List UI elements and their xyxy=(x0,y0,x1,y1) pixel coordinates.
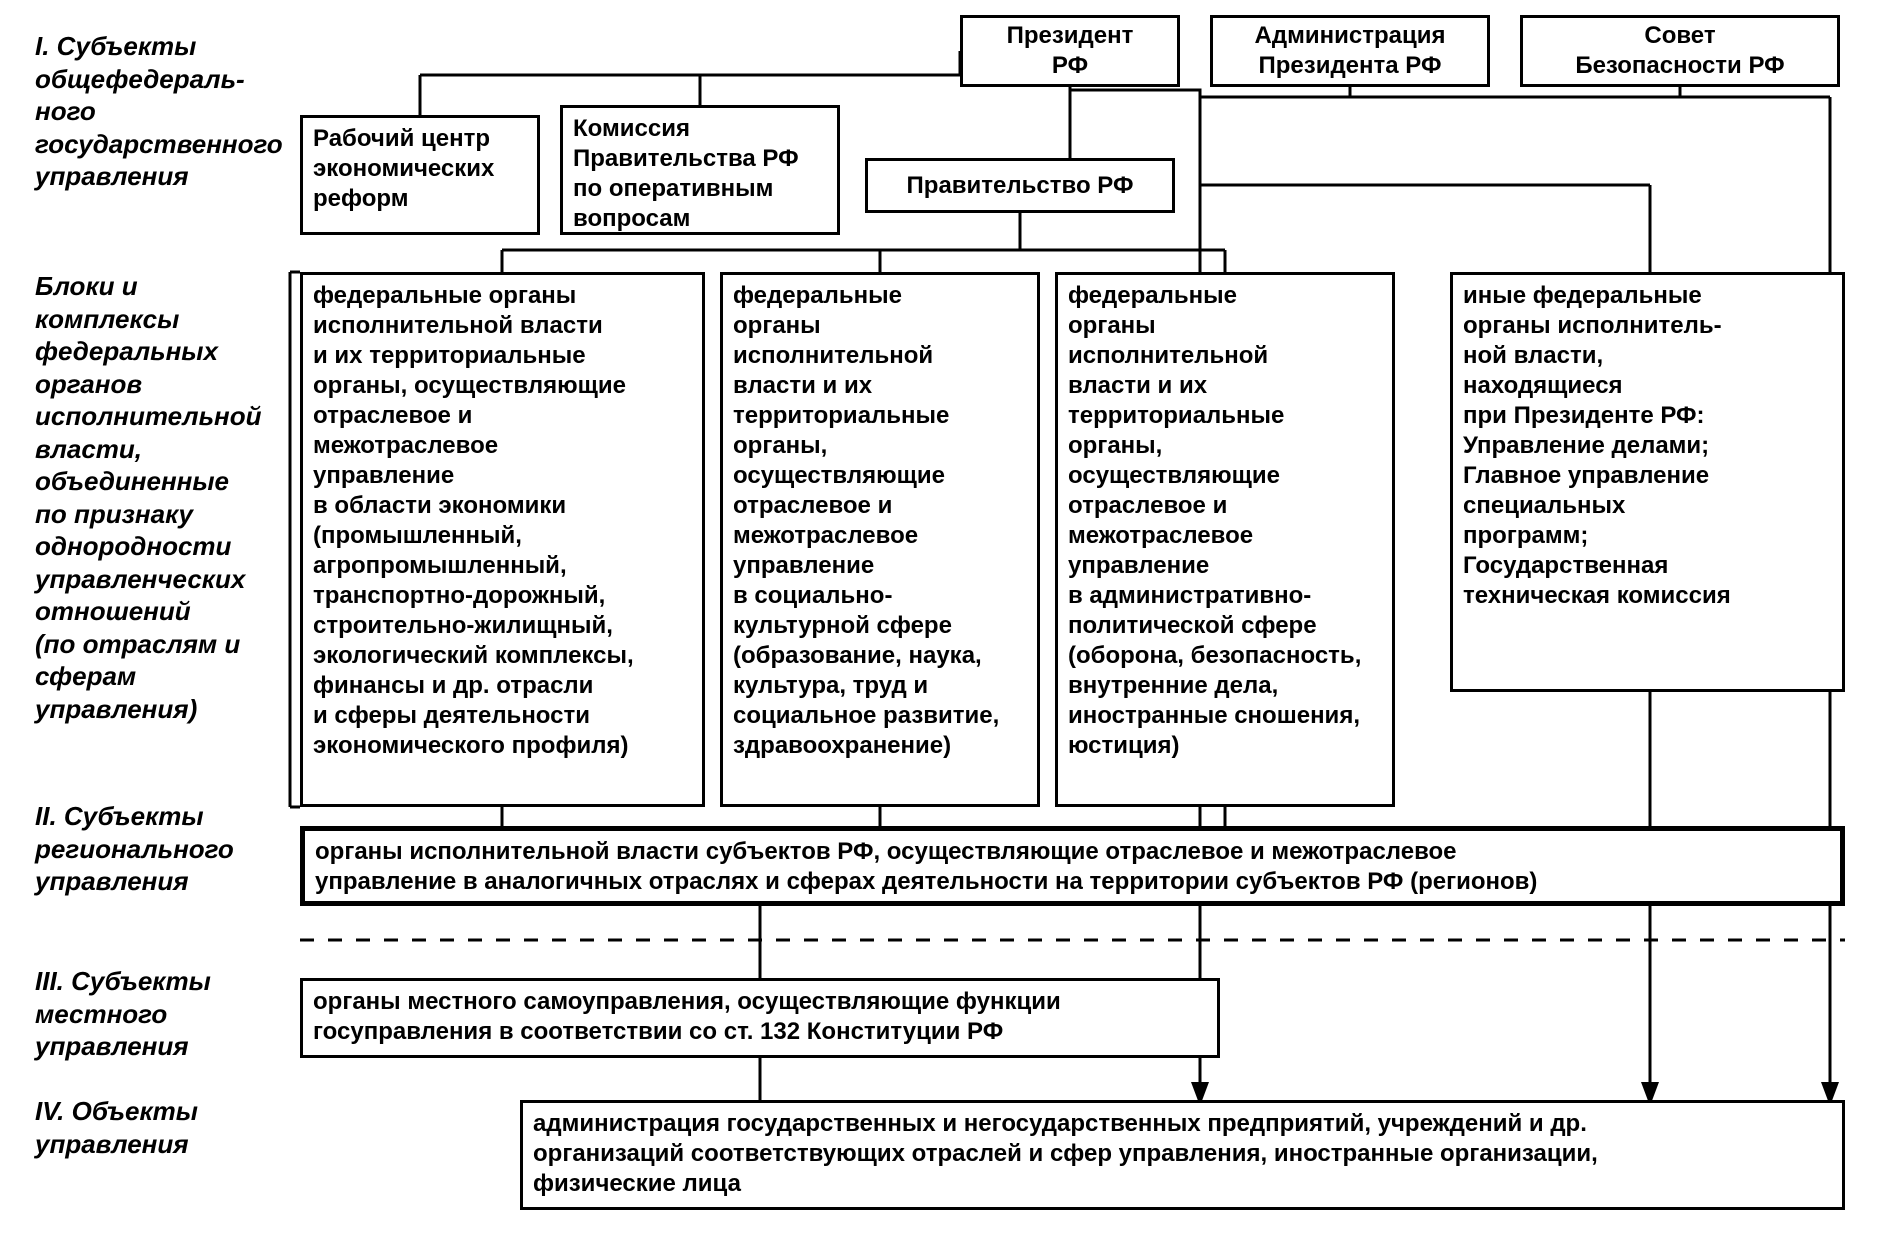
node-block_soc: федеральные органы исполнительной власти… xyxy=(720,272,1040,807)
node-commission: Комиссия Правительства РФ по оперативным… xyxy=(560,105,840,235)
section-label-blocks: Блоки и комплексы федеральных органов ис… xyxy=(35,270,285,725)
node-sec_council: Совет Безопасности РФ xyxy=(1520,15,1840,87)
node-work_center: Рабочий центр экономических реформ xyxy=(300,115,540,235)
node-regional: органы исполнительной власти субъектов Р… xyxy=(300,826,1845,906)
node-local: органы местного самоуправления, осуществ… xyxy=(300,978,1220,1058)
node-block_econ: федеральные органы исполнительной власти… xyxy=(300,272,705,807)
node-government: Правительство РФ xyxy=(865,158,1175,213)
section-label-sec2: II. Субъекты регионального управления xyxy=(35,800,285,898)
section-label-sec1: I. Субъекты общефедераль- ного государст… xyxy=(35,30,285,193)
diagram-stage: I. Субъекты общефедераль- ного государст… xyxy=(0,0,1884,1256)
node-objects: администрация государственных и негосуда… xyxy=(520,1100,1845,1210)
node-admin_pres: Администрация Президента РФ xyxy=(1210,15,1490,87)
section-label-sec3: III. Субъекты местного управления xyxy=(35,965,285,1063)
section-label-sec4: IV. Объекты управления xyxy=(35,1095,285,1160)
node-president: Президент РФ xyxy=(960,15,1180,87)
node-block_admin: федеральные органы исполнительной власти… xyxy=(1055,272,1395,807)
node-block_other: иные федеральные органы исполнитель- ной… xyxy=(1450,272,1845,692)
